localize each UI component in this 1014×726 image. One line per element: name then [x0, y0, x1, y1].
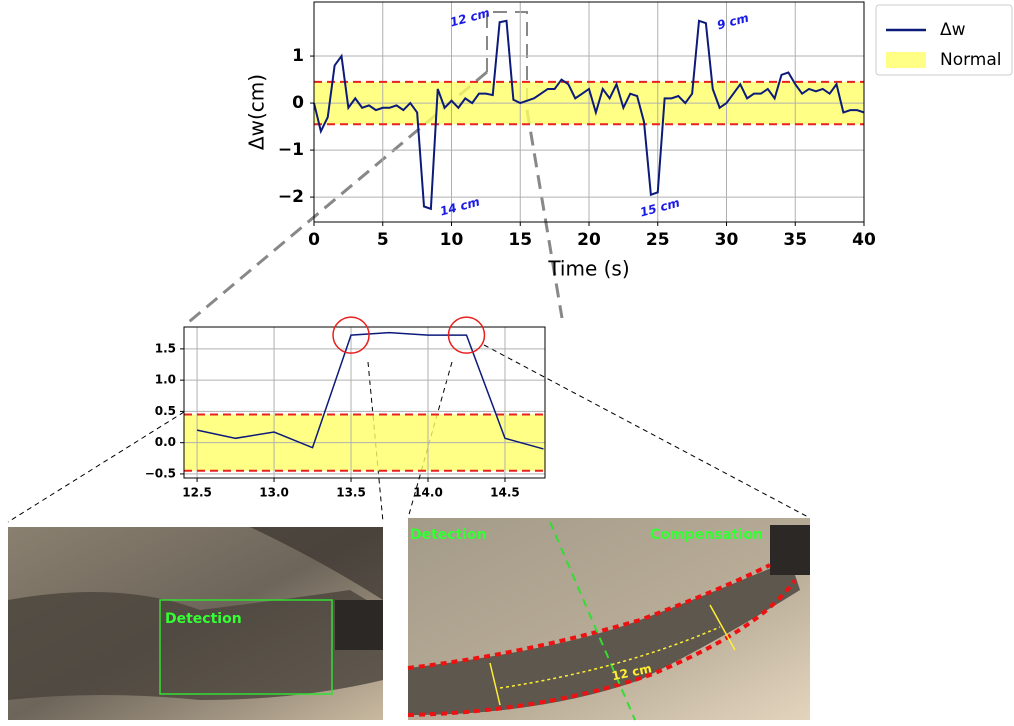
x-tick-label: 30: [715, 230, 739, 250]
x-tick-label: 15: [508, 230, 532, 250]
zoom-line: [525, 109, 564, 319]
annotation: 14 cm: [438, 195, 481, 219]
connector: [7, 411, 185, 523]
contour: [407, 563, 771, 670]
data-line: [313, 19, 865, 211]
annotation: 9 cm: [716, 11, 751, 33]
y-tick-label: 0.5: [155, 404, 176, 418]
x-tick-label: 12.5: [182, 486, 212, 500]
photo-label: Compensation: [650, 527, 763, 543]
highlight-circle: [447, 316, 486, 354]
shadow: [250, 527, 383, 600]
annotation: 12 cm: [448, 6, 491, 30]
x-tick-label: 14.0: [413, 486, 443, 500]
tube: [408, 560, 800, 715]
y-tick-label: −1: [278, 140, 304, 160]
x-tick-label: 13.0: [259, 486, 289, 500]
tube: [8, 590, 383, 700]
plot-frame: [183, 326, 546, 479]
detection-box: [159, 599, 333, 695]
y-tick-label: 0: [292, 93, 304, 113]
plot-frame: [313, 1, 865, 223]
x-tick-label: 40: [852, 230, 876, 250]
fitting: [335, 600, 383, 650]
photo-label: Detection: [410, 527, 487, 543]
width-mark: [489, 662, 501, 706]
x-tick-label: 13.5: [336, 486, 366, 500]
annotation: 15 cm: [638, 196, 681, 220]
x-tick-label: 35: [783, 230, 807, 250]
x-tick-label: 20: [577, 230, 601, 250]
data-line: [196, 331, 544, 450]
highlight-circle: [332, 316, 370, 354]
y-tick-label: 1: [292, 46, 304, 66]
y-axis-label: Δw(cm): [245, 74, 269, 150]
zoom-connectors: [183, 11, 564, 328]
photo-right: Detection Compensation 12 cm: [407, 518, 810, 721]
x-tick-label: 0: [308, 230, 320, 250]
width-mark: [709, 604, 736, 651]
y-tick-label: 0.0: [155, 435, 176, 449]
detection-line: [549, 521, 636, 721]
zoom-box: [486, 11, 528, 110]
y-tick-label: −2: [278, 187, 304, 207]
contour: [407, 578, 797, 717]
y-tick-label: 1.5: [155, 341, 176, 355]
legend-swatch: [886, 52, 926, 68]
y-tick-label: −0.5: [145, 466, 176, 480]
x-tick-label: 25: [646, 230, 670, 250]
x-tick-label: 14.5: [490, 486, 520, 500]
x-tick-label: 10: [440, 230, 464, 250]
x-tick-label: 5: [377, 230, 389, 250]
legend-label: Normal: [940, 50, 1002, 70]
x-axis-label: Time (s): [547, 257, 629, 281]
y-tick-label: 1.0: [155, 373, 176, 387]
photo-label: Detection: [165, 611, 242, 627]
photo-left: Detection: [8, 527, 383, 720]
legend-label: Δw: [940, 20, 966, 40]
connector: [483, 344, 811, 519]
fitting: [770, 525, 810, 575]
